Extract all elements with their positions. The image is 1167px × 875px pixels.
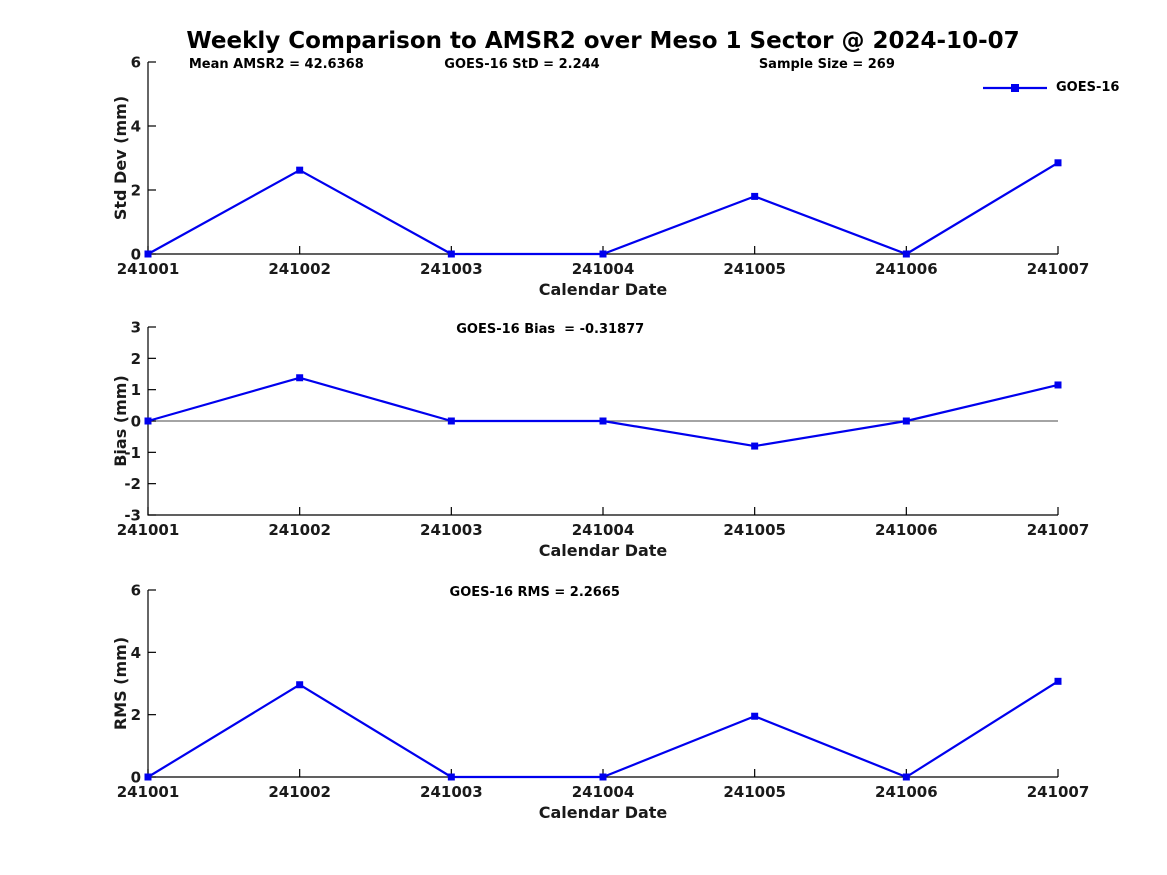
y-axis-label: RMS (mm) <box>111 637 130 730</box>
data-point-marker <box>1054 677 1062 685</box>
data-point-marker <box>1054 159 1062 167</box>
y-tick-label: 0 <box>131 769 141 787</box>
data-point-marker <box>296 166 304 174</box>
x-tick-label: 241007 <box>1027 521 1090 539</box>
data-point-marker <box>447 417 455 425</box>
data-point-marker <box>902 250 910 258</box>
y-axis-label: Bias (mm) <box>111 375 130 467</box>
x-tick-label: 241005 <box>723 783 786 801</box>
series-line-goes-16 <box>147 376 1059 448</box>
x-tick-label: 241002 <box>268 521 331 539</box>
data-point-marker <box>296 374 304 382</box>
data-point-marker <box>447 250 455 258</box>
y-tick-label: -2 <box>124 475 141 493</box>
x-tick-label: 241002 <box>268 260 331 278</box>
annotation: Mean AMSR2 = 42.6368 <box>189 57 364 72</box>
x-tick-label: 241001 <box>117 260 180 278</box>
data-point-marker <box>144 417 152 425</box>
annotation: Sample Size = 269 <box>759 57 895 72</box>
subplot-std-dev: 0 2 4 6 241001 241002 241003 241004 241005 241006… <box>111 54 1089 300</box>
x-tick-label: 241005 <box>723 521 786 539</box>
data-point-marker <box>902 417 910 425</box>
x-tick-label: 241007 <box>1027 260 1090 278</box>
data-point-marker <box>296 681 304 689</box>
annotation: GOES-16 Bias = -0.31877 <box>456 322 644 337</box>
series-line-goes-16 <box>147 680 1059 779</box>
x-tick-label: 241006 <box>875 783 938 801</box>
x-tick-label: 241004 <box>572 260 635 278</box>
y-tick-label: 3 <box>131 319 141 337</box>
y-tick-label: 6 <box>131 54 141 72</box>
y-tick-label: 0 <box>131 413 141 431</box>
legend-line-marker-icon <box>983 83 1047 92</box>
data-point-marker <box>144 250 152 258</box>
x-tick-label: 241003 <box>420 783 483 801</box>
x-tick-label: 241001 <box>117 521 180 539</box>
annotation: GOES-16 RMS = 2.2665 <box>450 585 620 600</box>
y-tick-label: 0 <box>131 246 141 264</box>
x-tick-label: 241006 <box>875 521 938 539</box>
y-tick-label: 1 <box>131 381 141 399</box>
data-point-marker <box>902 773 910 781</box>
y-tick-label: 4 <box>131 118 141 136</box>
data-point-marker <box>751 442 759 450</box>
axes-spines <box>147 590 1058 778</box>
data-point-marker <box>599 250 607 258</box>
axes-spines <box>147 62 1058 255</box>
data-point-marker <box>1054 381 1062 389</box>
x-tick-label: 241006 <box>875 260 938 278</box>
y-tick-label: -1 <box>124 444 141 462</box>
data-point-marker <box>144 773 152 781</box>
x-tick-label: 241003 <box>420 260 483 278</box>
x-axis-label: Calendar Date <box>539 280 668 299</box>
y-tick-label: 4 <box>131 644 141 662</box>
data-point-marker <box>751 712 759 720</box>
y-axis-label: Std Dev (mm) <box>111 96 130 220</box>
x-tick-label: 241004 <box>572 783 635 801</box>
y-tick-label: 2 <box>131 182 141 200</box>
x-tick-label: 241005 <box>723 260 786 278</box>
subplot-bias: -3 -2 -1 0 1 2 3 241001 241002 241003 241004 241005… <box>111 319 1089 561</box>
x-tick-label: 241002 <box>268 783 331 801</box>
series-line-goes-16 <box>147 161 1059 256</box>
annotation: GOES-16 StD = 2.244 <box>444 57 599 72</box>
data-point-marker <box>751 192 759 200</box>
legend-marker-icon <box>1011 83 1019 92</box>
y-tick-label: 6 <box>131 582 141 600</box>
x-tick-label: 241007 <box>1027 783 1090 801</box>
y-tick-label: 2 <box>131 706 141 724</box>
x-axis-label: Calendar Date <box>539 541 668 560</box>
x-axis-label: Calendar Date <box>539 803 668 822</box>
data-point-marker <box>599 417 607 425</box>
x-tick-label: 241004 <box>572 521 635 539</box>
data-point-marker <box>599 773 607 781</box>
y-tick-label: -3 <box>124 507 141 525</box>
subplot-rms: 0 2 4 6 241001 241002 241003 241004 241005 241006… <box>111 582 1089 823</box>
legend-label: GOES-16 <box>1056 80 1120 95</box>
data-point-marker <box>447 773 455 781</box>
y-tick-label: 2 <box>131 350 141 368</box>
x-tick-label: 241003 <box>420 521 483 539</box>
legend: GOES-16 <box>982 80 1119 95</box>
chart-title: Weekly Comparison to AMSR2 over Meso 1 S… <box>186 28 1020 54</box>
x-tick-label: 241001 <box>117 783 180 801</box>
